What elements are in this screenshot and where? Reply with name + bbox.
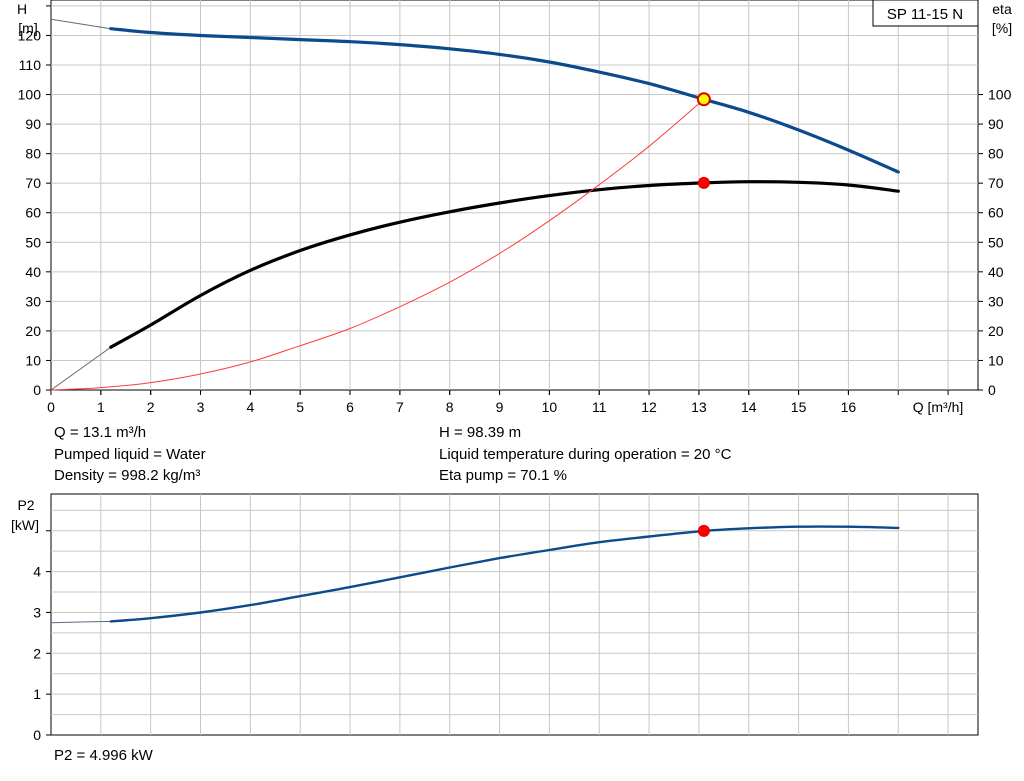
top-chart-curves (50, 18, 900, 391)
top-plot-frame (50, 0, 979, 391)
p2-axis-unit: [kW] (11, 517, 39, 533)
bottom-chart-curves (50, 525, 900, 624)
h-axis-title: H (17, 1, 27, 17)
x-tick-label: 2 (147, 399, 155, 415)
h-tick-label: 90 (25, 116, 41, 132)
h-curve-extension (50, 18, 111, 30)
system-curve (50, 98, 705, 391)
x-tick-label: 9 (496, 399, 504, 415)
info-q: Q = 13.1 m³/h (54, 424, 147, 441)
h-curve (109, 27, 900, 174)
p2-tick-label: 0 (33, 727, 41, 743)
x-tick-label: 13 (691, 399, 707, 415)
info-density: Density = 998.2 kg/m³ (54, 467, 201, 484)
x-tick-label: 6 (346, 399, 354, 415)
p2-axis-title: P2 (17, 497, 34, 513)
h-tick-label: 100 (18, 87, 42, 103)
duty-point-p2 (697, 524, 710, 537)
h-tick-label: 70 (25, 175, 41, 191)
info-liquid: Pumped liquid = Water (54, 446, 206, 463)
bottom-chart-operating-points (697, 524, 710, 537)
p2-tick-label: 2 (33, 645, 41, 661)
x-tick-label: 1 (97, 399, 105, 415)
top-chart-grid (51, 0, 978, 390)
duty-point-eta (697, 176, 710, 189)
eta-curve (109, 180, 900, 349)
h-tick-label: 40 (25, 264, 41, 280)
q-axis-title: Q [m³/h] (913, 399, 964, 415)
eta-tick-label: 30 (988, 293, 1004, 309)
p2-tick-label: 1 (33, 686, 41, 702)
eta-curve-extension (50, 346, 112, 391)
eta-tick-label: 70 (988, 175, 1004, 191)
eta-tick-label: 10 (988, 352, 1004, 368)
h-tick-label: 20 (25, 323, 41, 339)
x-tick-label: 14 (741, 399, 757, 415)
p2-curve (109, 525, 900, 623)
x-tick-label: 8 (446, 399, 454, 415)
eta-tick-label: 80 (988, 146, 1004, 162)
x-tick-label: 4 (246, 399, 254, 415)
h-tick-label: 50 (25, 234, 41, 250)
eta-tick-label: 90 (988, 116, 1004, 132)
top-chart-ticks: 0 1 2 3 4 5 6 7 8 9 10 11 12 13 14 15 160102030405060708… (18, 5, 1012, 415)
x-tick-label: 7 (396, 399, 404, 415)
x-tick-label: 10 (542, 399, 558, 415)
p2-tick-label: 4 (33, 564, 41, 580)
eta-tick-label: 50 (988, 234, 1004, 250)
x-tick-label: 15 (791, 399, 807, 415)
h-tick-label: 80 (25, 146, 41, 162)
info-p2: P2 = 4.996 kW (54, 747, 153, 764)
bottom-chart-ticks: 0 1 2 3 4 (33, 530, 51, 743)
duty-point-h (696, 92, 711, 107)
h-tick-label: 120 (18, 27, 42, 43)
h-tick-label: 0 (33, 382, 41, 398)
h-tick-label: 60 (25, 205, 41, 221)
h-tick-label: 110 (19, 57, 42, 73)
h-tick-label: 30 (25, 293, 41, 309)
x-tick-label: 5 (296, 399, 304, 415)
h-tick-label: 10 (25, 352, 41, 368)
h-axis-unit: [m] (18, 20, 37, 36)
eta-axis-title: eta (992, 1, 1012, 17)
x-tick-label: 11 (592, 399, 607, 415)
p2-curve-extension (50, 620, 111, 624)
bottom-plot-frame (50, 493, 979, 736)
x-tick-label: 16 (841, 399, 857, 415)
x-tick-label: 3 (197, 399, 205, 415)
x-tick-label: 12 (641, 399, 657, 415)
model-label-box: SP 11-15 N (872, 0, 979, 27)
model-label: SP 11-15 N (887, 6, 963, 23)
eta-tick-label: 0 (988, 382, 996, 398)
eta-tick-label: 100 (988, 87, 1012, 103)
eta-axis-unit: [%] (992, 20, 1012, 36)
info-h: H = 98.39 m (439, 424, 522, 441)
x-tick-label: 0 (47, 399, 55, 415)
info-temperature: Liquid temperature during operation = 20… (439, 446, 732, 463)
p2-tick-label: 3 (33, 604, 41, 620)
eta-tick-label: 20 (988, 323, 1004, 339)
eta-tick-label: 60 (988, 205, 1004, 221)
top-chart-operating-points (696, 92, 711, 189)
eta-tick-label: 40 (988, 264, 1004, 280)
info-eta: Eta pump = 70.1 % (439, 467, 567, 484)
